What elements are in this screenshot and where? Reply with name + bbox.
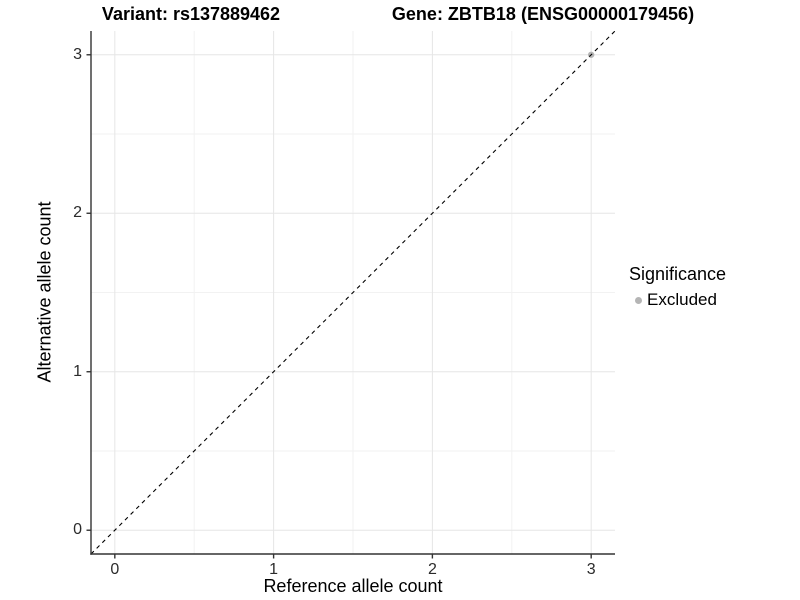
y-axis-title: Alternative allele count <box>34 201 55 383</box>
plot-panel-canvas <box>86 31 616 559</box>
y-tick-label: 2 <box>73 204 82 222</box>
legend-title: Significance <box>629 264 727 284</box>
legend: Significance Excluded <box>629 264 726 310</box>
x-tick-label: 0 <box>110 561 120 578</box>
legend-item-excluded: Excluded <box>629 290 726 310</box>
x-tick-label: 1 <box>269 561 279 578</box>
x-tick-label: 2 <box>427 561 437 578</box>
y-tick-label: 3 <box>73 45 82 63</box>
y-tick-label: 1 <box>73 362 82 380</box>
plot-title-gene: Gene: ZBTB18 (ENSG00000179456) <box>391 4 695 24</box>
excluded-point-icon <box>634 296 642 304</box>
x-tick-label: 3 <box>586 561 596 578</box>
x-axis-title: Reference allele count <box>263 576 443 596</box>
plot-title-variant: Variant: rs137889462 <box>101 4 281 24</box>
legend-item-label: Excluded <box>647 290 717 309</box>
legend-key <box>629 296 647 304</box>
identity-reference-line <box>90 31 616 555</box>
y-tick-label: 0 <box>73 521 82 539</box>
